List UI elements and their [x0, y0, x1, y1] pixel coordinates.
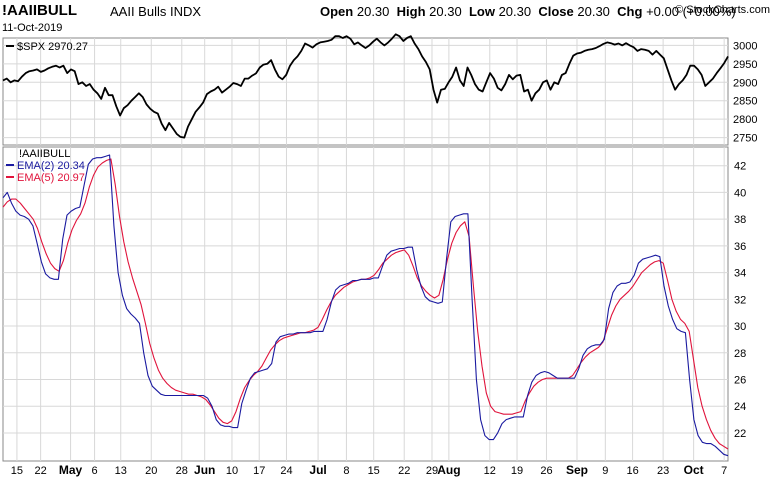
main-y-tick-label: 32 — [734, 294, 746, 306]
x-tick-label: 15 — [11, 465, 23, 477]
x-tick-label: Oct — [684, 463, 704, 477]
main-y-tick-label: 40 — [734, 187, 746, 199]
open-label: Open — [320, 4, 354, 19]
chg-value: +0.00 (+0.00%) — [646, 4, 736, 19]
ema2-line — [2, 154, 729, 457]
x-tick-label: 12 — [484, 465, 496, 477]
chart-symbol: !AAIIBULL — [2, 2, 77, 19]
x-tick-label: Sep — [566, 463, 588, 477]
close-value: 20.30 — [577, 4, 610, 19]
x-tick-label: 22 — [398, 465, 410, 477]
description-text: AAII Bulls — [110, 4, 167, 19]
x-tick-label: Aug — [437, 463, 460, 477]
top-y-tick-label: 2850 — [733, 96, 757, 108]
x-tick-label: 19 — [511, 465, 523, 477]
main-panel-title: !AAIIBULL — [19, 148, 70, 160]
x-tick-label: Jul — [309, 463, 326, 477]
main-y-tick-label: 36 — [734, 241, 746, 253]
low-value: 20.30 — [498, 4, 532, 19]
x-tick-label: 6 — [92, 465, 98, 477]
top-y-tick-label: 2950 — [733, 59, 757, 71]
spx-legend-label: $SPX 2970.27 — [17, 41, 88, 53]
x-tick-label: 7 — [721, 465, 727, 477]
main-y-tick-label: 30 — [734, 321, 746, 333]
x-tick-label: 13 — [115, 465, 127, 477]
spx-line — [2, 33, 729, 139]
x-tick-label: 16 — [626, 465, 638, 477]
main-y-tick-label: 38 — [734, 214, 746, 226]
x-tick-label: 26 — [540, 465, 552, 477]
top-y-tick-label: 2750 — [733, 133, 757, 145]
x-tick-label: 24 — [280, 465, 292, 477]
main-y-tick-label: 34 — [734, 268, 746, 280]
chart-date: 11-Oct-2019 — [2, 22, 63, 34]
x-tick-label: 15 — [368, 465, 380, 477]
top-y-tick-label: 3000 — [733, 40, 757, 52]
x-tick-label: 22 — [35, 465, 47, 477]
x-tick-label: 10 — [226, 465, 238, 477]
symbol-description: AAII Bulls INDX — [110, 4, 201, 19]
ema5-legend-label: EMA(5) 20.97 — [17, 172, 85, 184]
ema2-legend-label: EMA(2) 20.34 — [17, 160, 85, 172]
exchange-text: INDX — [169, 4, 202, 19]
main-y-tick-label: 24 — [734, 401, 746, 413]
brand-watermark: © StockCharts.com — [675, 4, 770, 16]
high-value: 20.30 — [429, 4, 462, 19]
chg-label: Chg — [617, 4, 643, 19]
x-tick-label: 17 — [253, 465, 265, 477]
ema5-line — [2, 158, 729, 450]
main-y-tick-label: 26 — [734, 374, 746, 386]
open-value: 20.30 — [356, 4, 390, 19]
high-label: High — [396, 4, 426, 19]
top-panel-frame — [2, 37, 729, 146]
x-tick-label: 20 — [145, 465, 157, 477]
x-tick-label: May — [59, 463, 83, 477]
main-y-tick-label: 28 — [734, 348, 746, 360]
price-stats: Open 20.30 High 20.30 Low 20.30 Close 20… — [320, 4, 736, 19]
main-y-tick-label: 22 — [734, 428, 746, 440]
x-tick-label: 28 — [176, 465, 188, 477]
main-y-tick-label: 42 — [734, 161, 746, 173]
x-tick-label: 29 — [426, 465, 438, 477]
close-label: Close — [538, 4, 574, 19]
x-tick-label: Jun — [194, 463, 215, 477]
top-y-tick-label: 2900 — [733, 77, 757, 89]
x-tick-label: 9 — [602, 465, 608, 477]
main-panel-frame — [2, 146, 729, 462]
low-label: Low — [468, 4, 495, 19]
top-y-tick-label: 2800 — [733, 114, 757, 126]
x-tick-label: 23 — [657, 465, 669, 477]
x-tick-label: 8 — [343, 465, 349, 477]
